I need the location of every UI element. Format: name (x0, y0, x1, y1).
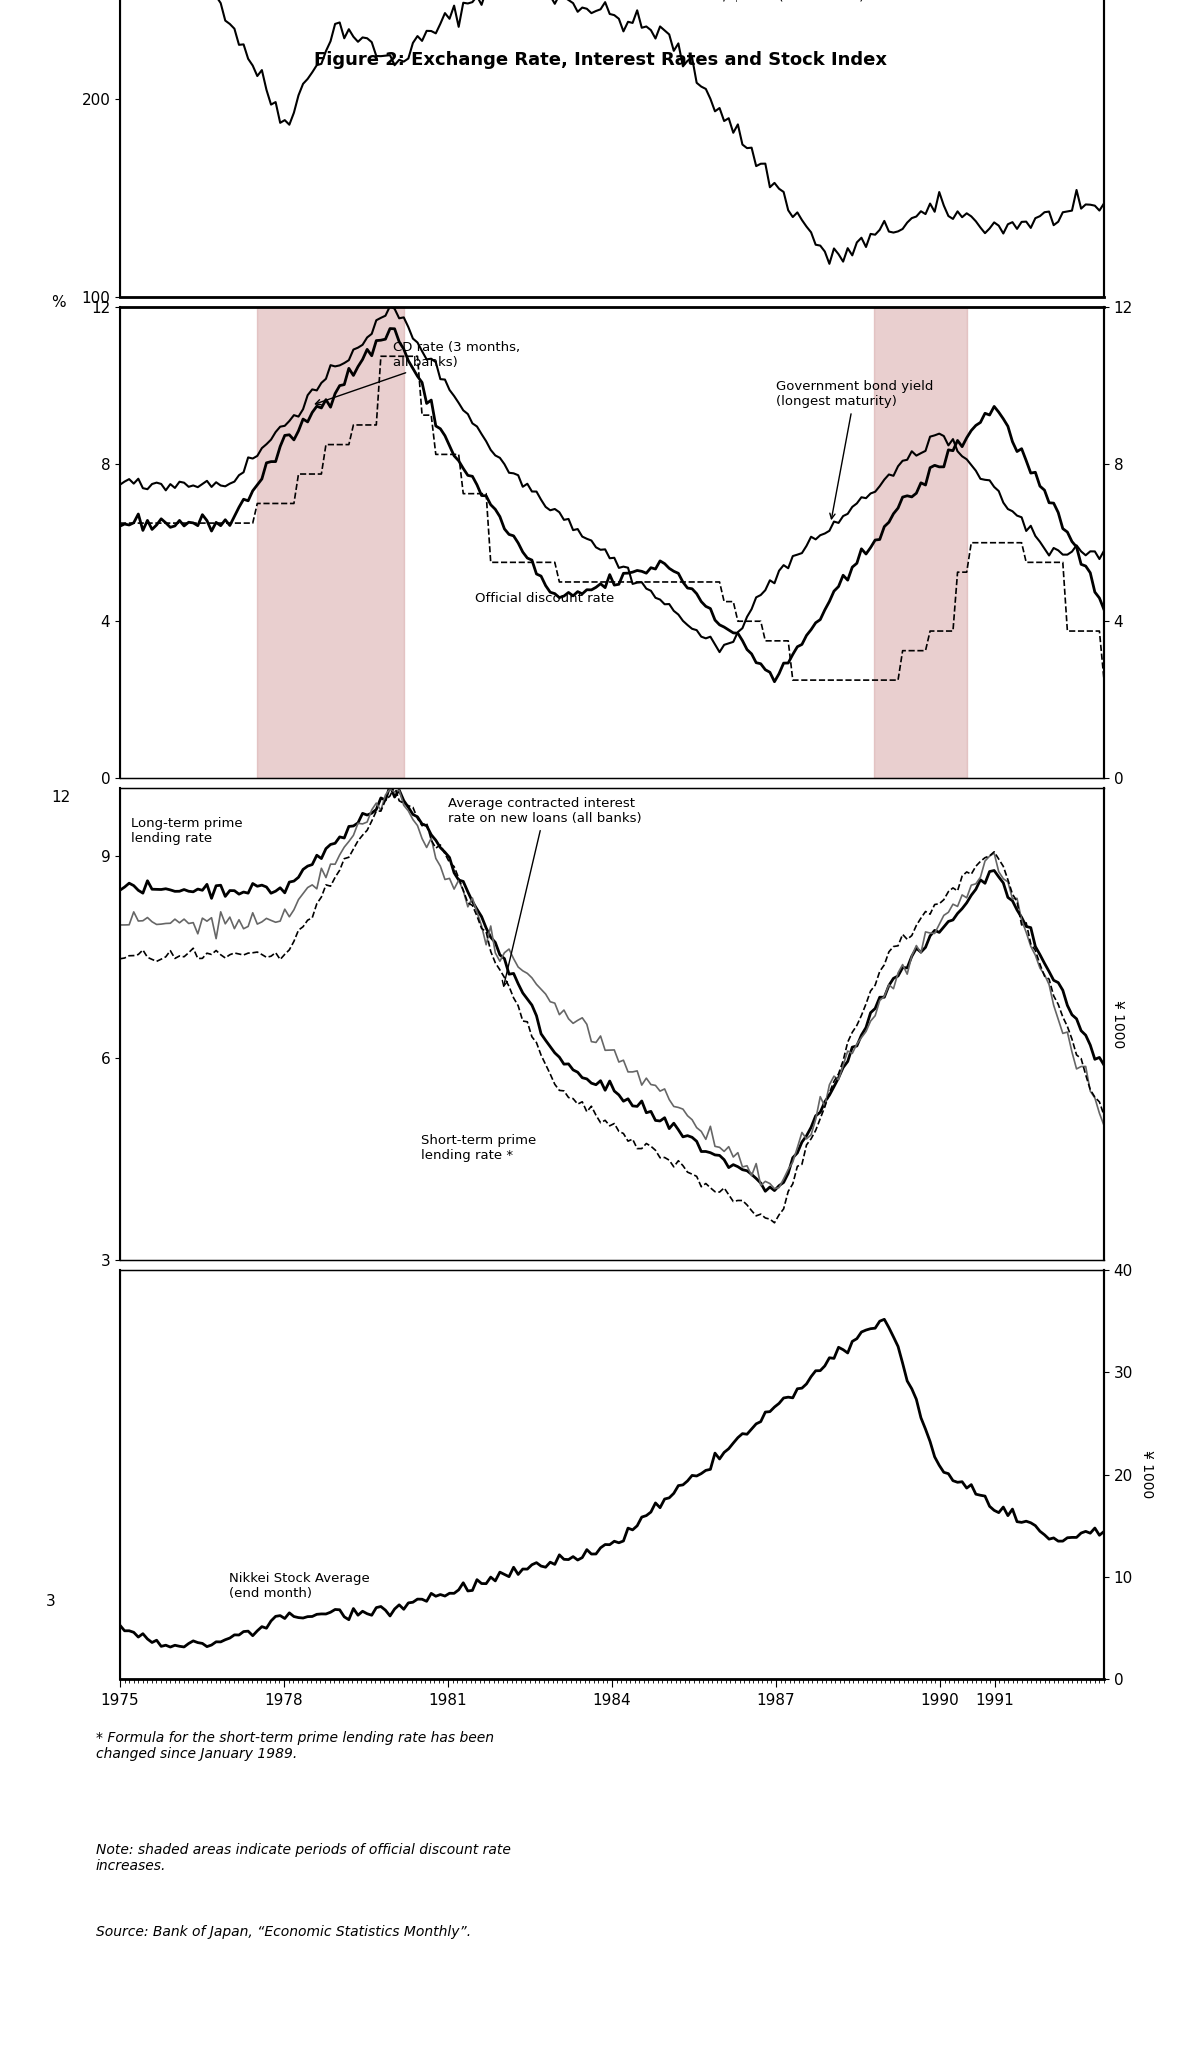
Avg contracted (767, 1176, 781, 1200)
Short-term prime (360, 817, 374, 842)
Long-term prime (383, 774, 397, 799)
Y-axis label: ¥ 1000: ¥ 1000 (1111, 999, 1124, 1049)
Text: Government bond yield
(longest maturity): Government bond yield (longest maturity) (776, 381, 934, 518)
Line: Discount: Discount (120, 356, 1104, 680)
Long-term prime (877, 985, 892, 1010)
Text: Note: shaded areas indicate periods of official discount rate
increases.: Note: shaded areas indicate periods of o… (96, 1843, 511, 1874)
Avg contracted (113, 913, 127, 938)
Discount (113, 510, 127, 535)
Text: %: % (52, 295, 66, 309)
Discount (360, 414, 374, 438)
Short-term prime (767, 1210, 781, 1235)
Discount (676, 569, 690, 594)
Gov bond (877, 467, 892, 492)
Long-term prime (758, 1180, 773, 1204)
Y-axis label: ¥ 1000: ¥ 1000 (1140, 1450, 1154, 1499)
Avg contracted (332, 842, 347, 866)
Short-term prime (676, 1153, 690, 1178)
Line: Short-term prime: Short-term prime (120, 786, 1104, 1223)
Text: Official discount rate: Official discount rate (475, 592, 614, 604)
Text: Short-term prime
lending rate *: Short-term prime lending rate * (421, 1135, 536, 1161)
Avg contracted (1097, 1114, 1111, 1139)
Text: ¥ / $ rate (end month): ¥ / $ rate (end month) (710, 0, 865, 2)
Line: CD rate: CD rate (120, 328, 1104, 682)
CD rate (767, 670, 781, 694)
Long-term prime (676, 1124, 690, 1149)
CD rate (685, 575, 700, 600)
Line: Avg contracted: Avg contracted (120, 788, 1104, 1188)
Discount (786, 668, 800, 692)
Short-term prime (332, 858, 347, 883)
CD rate (113, 514, 127, 539)
CD rate (877, 514, 892, 539)
Short-term prime (113, 946, 127, 971)
Long-term prime (113, 879, 127, 903)
Gov bond (113, 473, 127, 498)
CD rate (955, 434, 970, 459)
Gov bond (383, 293, 397, 317)
Discount (685, 569, 700, 594)
Line: Long-term prime: Long-term prime (120, 786, 1104, 1192)
Text: * Formula for the short-term prime lending rate has been
changed since January 1: * Formula for the short-term prime lendi… (96, 1731, 494, 1761)
Text: Nikkei Stock Average
(end month): Nikkei Stock Average (end month) (229, 1573, 370, 1599)
Text: 3: 3 (47, 1593, 56, 1608)
Discount (877, 668, 892, 692)
Short-term prime (685, 1161, 700, 1186)
Short-term prime (388, 774, 402, 799)
Text: Figure 2: Exchange Rate, Interest Rates and Stock Index: Figure 2: Exchange Rate, Interest Rates … (313, 51, 887, 70)
Discount (955, 559, 970, 584)
Short-term prime (877, 952, 892, 977)
Long-term prime (1097, 1053, 1111, 1077)
CD rate (383, 315, 397, 340)
CD rate (332, 373, 347, 397)
Gov bond (332, 352, 347, 377)
CD rate (676, 569, 690, 594)
Long-term prime (685, 1124, 700, 1149)
Text: Average contracted interest
rate on new loans (all banks): Average contracted interest rate on new … (448, 797, 642, 987)
Discount (373, 344, 388, 369)
CD rate (1097, 598, 1111, 623)
Line: Gov bond: Gov bond (120, 305, 1104, 651)
Avg contracted (877, 985, 892, 1010)
Text: CD rate (3 months,
all banks): CD rate (3 months, all banks) (316, 342, 521, 406)
Avg contracted (685, 1108, 700, 1133)
Text: Source: Bank of Japan, “Economic Statistics Monthly”.: Source: Bank of Japan, “Economic Statist… (96, 1925, 472, 1939)
Discount (1097, 668, 1111, 692)
Avg contracted (360, 809, 374, 834)
Bar (875, 307, 967, 778)
Bar (257, 307, 404, 778)
Long-term prime (955, 897, 970, 922)
Gov bond (685, 616, 700, 641)
Avg contracted (955, 883, 970, 907)
Gov bond (955, 444, 970, 469)
Long-term prime (360, 803, 374, 827)
CD rate (360, 338, 374, 362)
Gov bond (360, 326, 374, 350)
Avg contracted (676, 1098, 690, 1122)
Text: 12: 12 (52, 791, 71, 805)
Gov bond (676, 608, 690, 633)
Avg contracted (383, 776, 397, 801)
Short-term prime (1097, 1104, 1111, 1128)
Long-term prime (332, 825, 347, 850)
Discount (332, 432, 347, 457)
Short-term prime (955, 864, 970, 889)
Gov bond (713, 639, 727, 664)
Text: Long-term prime
lending rate: Long-term prime lending rate (131, 817, 242, 846)
Gov bond (1097, 539, 1111, 563)
